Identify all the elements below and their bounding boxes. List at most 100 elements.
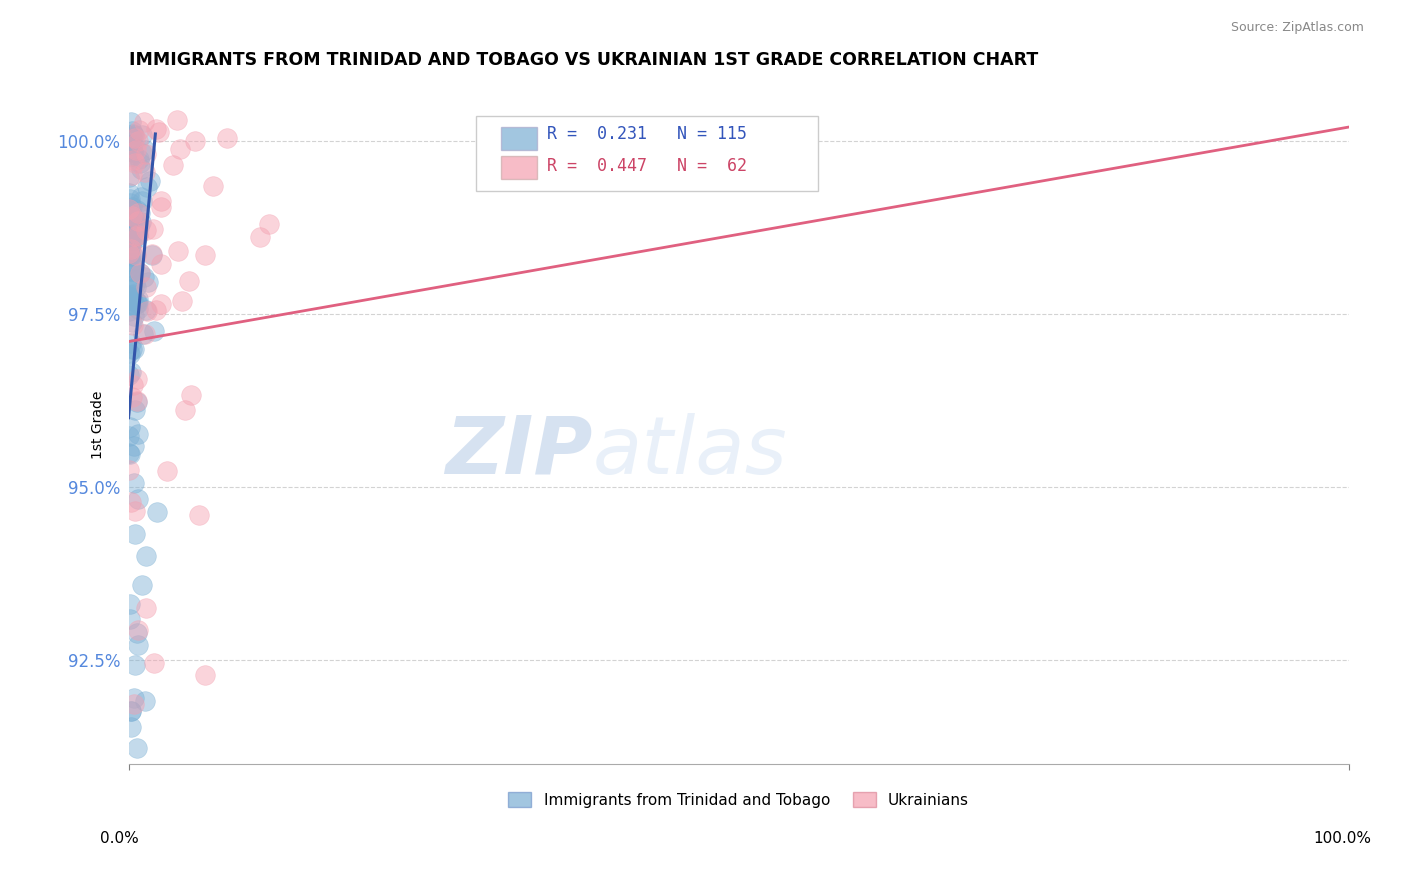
Point [180, 387, 202, 401]
Point [142, 656, 165, 670]
Point [122, 145, 145, 159]
Point [127, 427, 149, 442]
Point [134, 143, 156, 157]
Point [122, 310, 145, 324]
Point [127, 292, 149, 306]
Point [142, 222, 165, 236]
Point [118, 248, 141, 262]
Point [135, 179, 157, 194]
Point [120, 149, 142, 163]
Point [146, 505, 169, 519]
Point [127, 231, 149, 245]
Text: ZIP: ZIP [444, 413, 592, 491]
Point [138, 174, 160, 188]
Point [162, 158, 184, 172]
Point [134, 326, 156, 341]
FancyBboxPatch shape [477, 116, 818, 191]
Point [127, 302, 149, 317]
Point [121, 256, 143, 270]
Point [124, 658, 146, 673]
Point [122, 342, 145, 356]
Point [120, 233, 142, 247]
Point [118, 202, 141, 217]
Point [118, 304, 141, 318]
Point [121, 255, 143, 269]
Point [135, 304, 157, 318]
Point [121, 264, 143, 278]
Point [148, 125, 170, 139]
Text: R =  0.231   N = 115: R = 0.231 N = 115 [547, 125, 747, 143]
Point [121, 168, 143, 182]
Point [118, 463, 141, 477]
Point [121, 234, 143, 248]
Point [129, 266, 152, 280]
Point [150, 194, 173, 209]
Point [122, 128, 145, 142]
Point [121, 153, 143, 167]
Text: Source: ZipAtlas.com: Source: ZipAtlas.com [1230, 21, 1364, 34]
Point [118, 232, 141, 246]
Point [127, 295, 149, 310]
Point [118, 202, 141, 216]
Point [118, 289, 141, 303]
Point [124, 280, 146, 294]
Point [127, 393, 149, 408]
Point [134, 693, 156, 707]
Point [134, 115, 156, 129]
Point [122, 273, 145, 287]
Point [128, 220, 150, 235]
Point [118, 429, 141, 443]
Point [121, 315, 143, 329]
Bar [501, 127, 537, 150]
Point [120, 347, 142, 361]
Point [127, 491, 149, 506]
Point [128, 206, 150, 220]
Point [149, 200, 172, 214]
Point [129, 156, 152, 170]
Point [127, 638, 149, 652]
Point [120, 336, 142, 351]
Point [121, 247, 143, 261]
Point [201, 179, 224, 194]
Point [135, 549, 157, 564]
Point [121, 342, 143, 356]
Point [120, 704, 142, 718]
Point [170, 294, 193, 309]
Point [187, 508, 209, 522]
Point [118, 241, 141, 255]
Point [118, 169, 141, 184]
Point [124, 403, 146, 417]
Point [125, 295, 148, 310]
Point [127, 227, 149, 242]
Point [120, 705, 142, 719]
Point [135, 223, 157, 237]
Point [120, 447, 142, 461]
Point [121, 294, 143, 309]
Point [122, 298, 145, 312]
Text: IMMIGRANTS FROM TRINIDAD AND TOBAGO VS UKRAINIAN 1ST GRADE CORRELATION CHART: IMMIGRANTS FROM TRINIDAD AND TOBAGO VS U… [128, 51, 1038, 69]
Point [217, 130, 239, 145]
Point [120, 243, 142, 257]
Point [124, 277, 146, 292]
Point [184, 134, 207, 148]
Point [122, 697, 145, 711]
Point [194, 248, 217, 262]
Point [121, 145, 143, 160]
Point [120, 249, 142, 263]
Point [131, 194, 153, 208]
Point [142, 324, 165, 338]
Point [125, 371, 148, 385]
Point [128, 266, 150, 280]
Point [124, 504, 146, 518]
Point [134, 164, 156, 178]
Point [118, 446, 141, 460]
Text: 0.0%: 0.0% [100, 831, 139, 846]
Point [122, 272, 145, 286]
Point [120, 420, 142, 434]
Point [121, 200, 143, 214]
Point [135, 302, 157, 317]
Point [124, 156, 146, 170]
Point [132, 326, 155, 341]
Point [120, 227, 142, 242]
Point [141, 248, 163, 262]
